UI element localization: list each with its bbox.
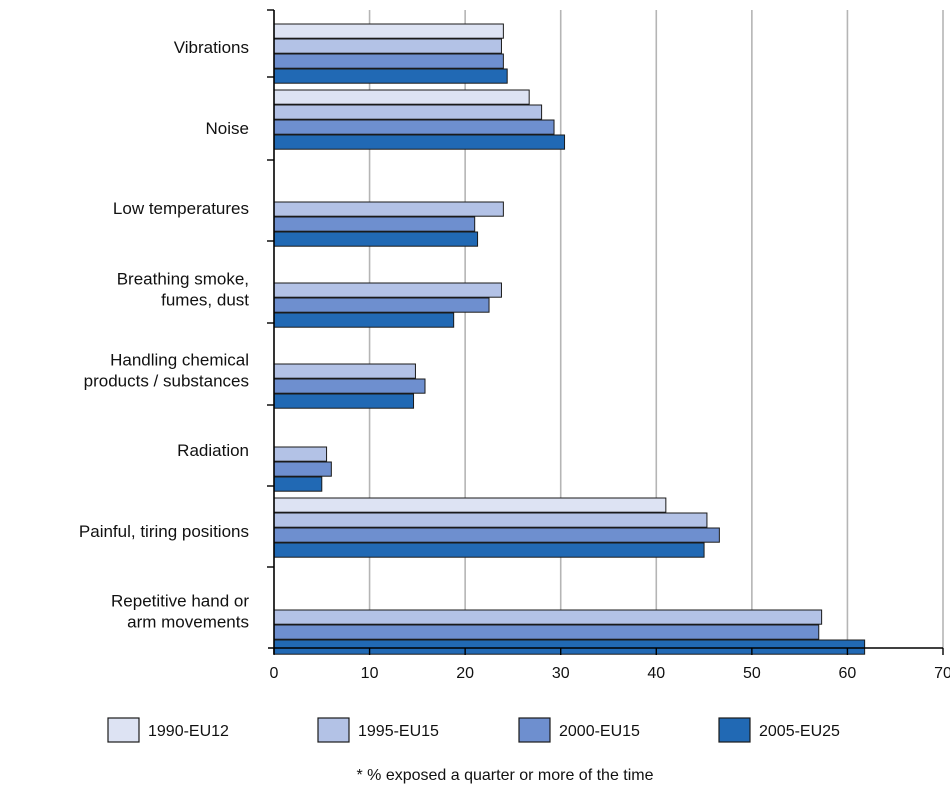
bar-6-1995-EU15: [273, 512, 708, 528]
category-label-line: products / substances: [84, 372, 249, 391]
x-tick-label-60: 60: [839, 665, 857, 682]
bar-2-2005-EU25: [273, 231, 479, 247]
bar-7-2000-EU15: [273, 624, 820, 640]
x-tick-label-40: 40: [647, 665, 665, 682]
category-label: Vibrations: [174, 38, 249, 57]
category-label-line: Low temperatures: [113, 199, 249, 218]
legend-swatch: [518, 717, 551, 743]
legend-swatch: [107, 717, 140, 743]
category-label-line: Repetitive hand or: [111, 592, 249, 611]
category-labels: Vibrations Noise Low temperatures Breathing…: [79, 38, 249, 632]
x-tick-labels: 0 10 20 30 40 50 60 70: [270, 665, 950, 682]
bar-7-1995-EU15: [273, 609, 823, 625]
x-tick-label-50: 50: [743, 665, 761, 682]
category-label-line: Handling chemical: [110, 351, 249, 370]
category-label: Radiation: [177, 441, 249, 460]
category-label: Repetitive hand or arm movements: [111, 592, 249, 632]
bar-0-1990-EU12: [273, 23, 504, 39]
category-label-line: Radiation: [177, 441, 249, 460]
legend-item-2005-EU25: 2005-EU25: [718, 717, 840, 743]
category-label-line: Noise: [206, 119, 249, 138]
bar-6-2000-EU15: [273, 527, 720, 543]
category-label-line: Vibrations: [174, 38, 249, 57]
legend-label: 2005-EU25: [759, 723, 840, 740]
category-label-line: fumes, dust: [161, 291, 249, 310]
axes: [267, 9, 944, 655]
legend-item-1990-EU12: 1990-EU12: [107, 717, 229, 743]
bar-4-1995-EU15: [273, 363, 416, 379]
category-label: Painful, tiring positions: [79, 522, 249, 541]
legend-swatch: [317, 717, 350, 743]
bar-2-2000-EU15: [273, 216, 476, 232]
bar-1-1990-EU12: [273, 89, 530, 105]
bar-1-2000-EU15: [273, 119, 555, 135]
bar-3-2005-EU25: [273, 312, 455, 328]
x-tick-label-30: 30: [552, 665, 570, 682]
category-label: Noise: [206, 119, 249, 138]
bar-4-2005-EU25: [273, 393, 415, 409]
legend-item-1995-EU15: 1995-EU15: [317, 717, 439, 743]
bar-1-1995-EU15: [273, 104, 543, 120]
category-label: Breathing smoke, fumes, dust: [117, 270, 250, 310]
bar-0-2005-EU25: [273, 68, 508, 84]
legend-label: 1990-EU12: [148, 723, 229, 740]
bar-3-1995-EU15: [273, 282, 502, 298]
bar-3-2000-EU15: [273, 297, 490, 313]
legend-label: 2000-EU15: [559, 723, 640, 740]
category-label-line: Breathing smoke,: [117, 270, 249, 289]
legend: 1990-EU12 1995-EU15 2000-EU15 2005-EU25: [107, 717, 840, 743]
legend-label: 1995-EU15: [358, 723, 439, 740]
x-tick-label-20: 20: [456, 665, 474, 682]
bar-2-1995-EU15: [273, 201, 504, 217]
legend-swatch: [718, 717, 751, 743]
legend-item-2000-EU15: 2000-EU15: [518, 717, 640, 743]
bar-1-2005-EU25: [273, 134, 566, 150]
bar-5-2005-EU25: [273, 476, 323, 492]
bar-6-1990-EU12: [273, 497, 667, 513]
bar-6-2005-EU25: [273, 542, 705, 558]
bar-5-2000-EU15: [273, 461, 332, 477]
category-label-line: arm movements: [127, 613, 249, 632]
bar-5-1995-EU15: [273, 446, 328, 462]
category-label: Low temperatures: [113, 199, 249, 218]
bar-4-2000-EU15: [273, 378, 426, 394]
x-tick-label-10: 10: [361, 665, 379, 682]
bars: [273, 23, 866, 655]
bar-7-2005-EU25: [273, 639, 866, 655]
category-label: Handling chemical products / substances: [84, 351, 249, 391]
x-tick-label-0: 0: [270, 665, 279, 682]
footnote: * % exposed a quarter or more of the tim…: [356, 767, 653, 784]
bar-0-2000-EU15: [273, 53, 504, 69]
x-tick-label-70: 70: [934, 665, 950, 682]
category-label-line: Painful, tiring positions: [79, 522, 249, 541]
bar-0-1995-EU15: [273, 38, 502, 54]
